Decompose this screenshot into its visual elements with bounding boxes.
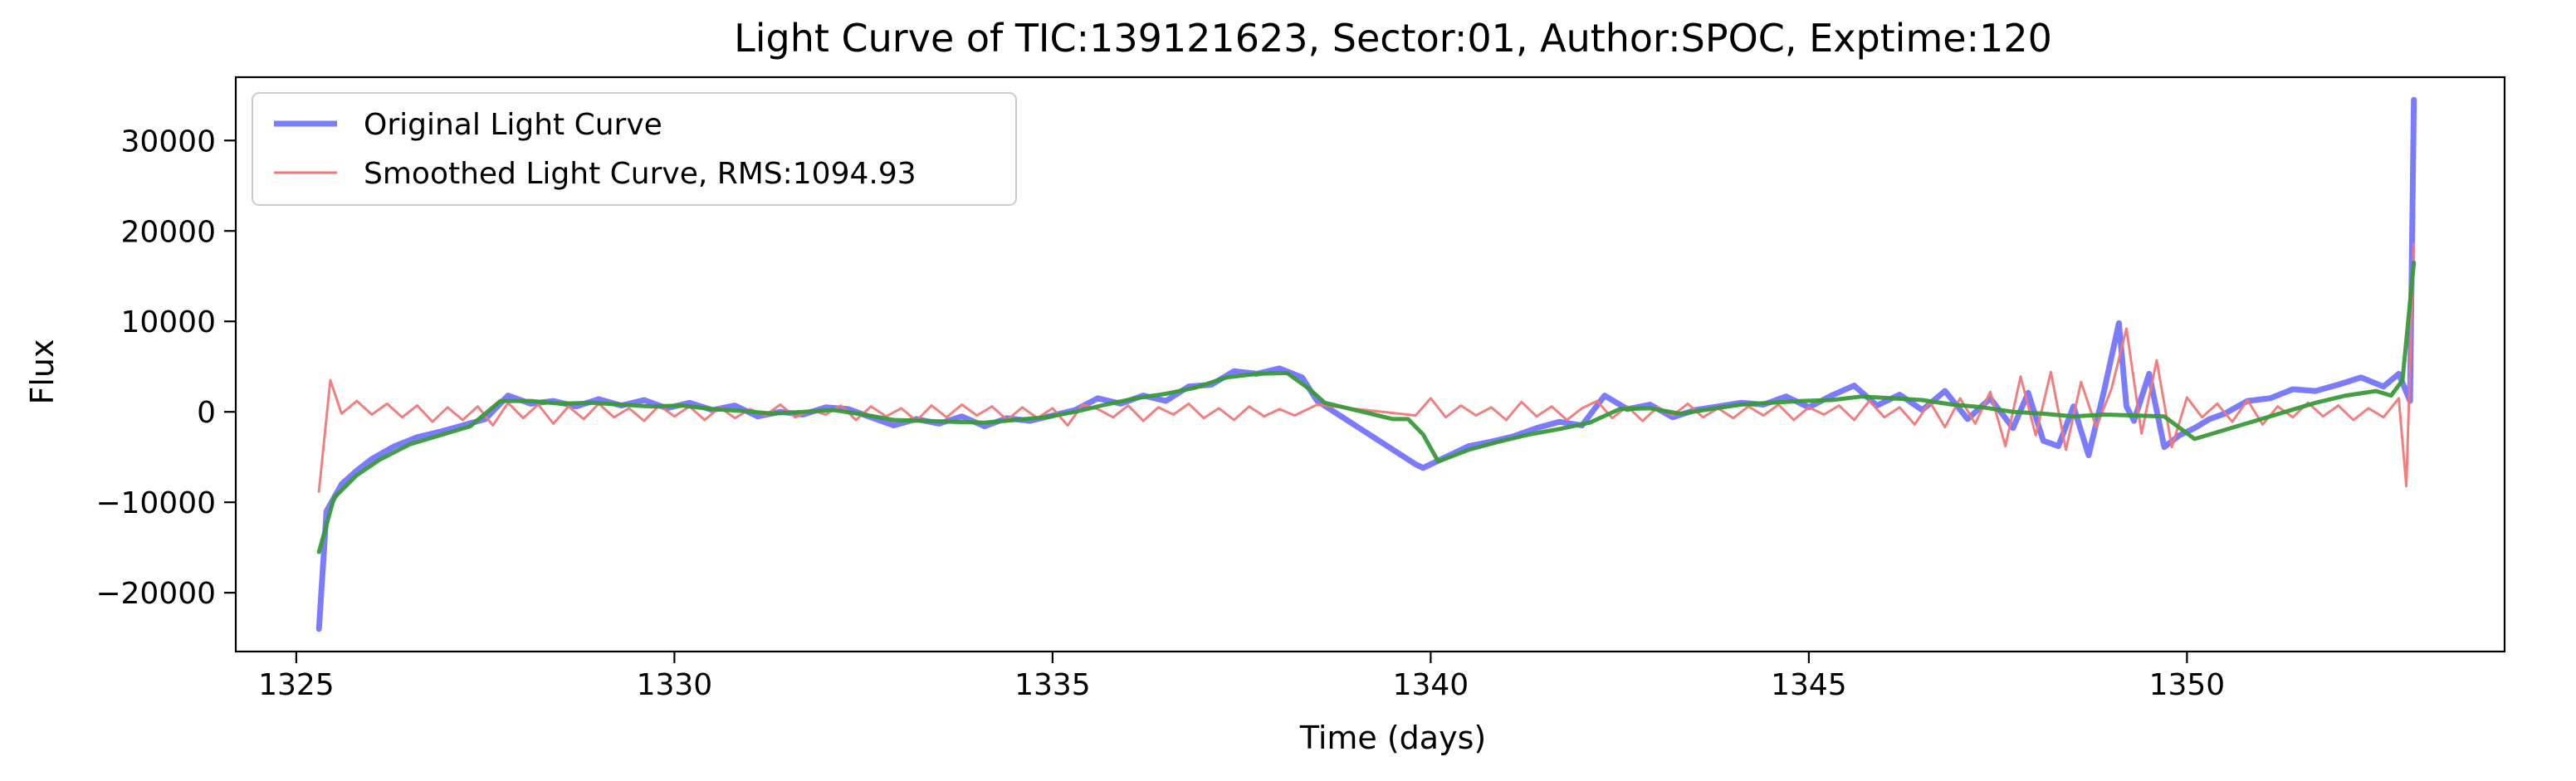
x-axis: 1325 1330 1335 1340 1345 1350 [258,652,2225,702]
y-tick-label: 20000 [120,215,216,249]
series-line-smoothed-light-curve [317,243,2416,493]
x-tick-label: 1325 [258,668,335,702]
y-axis-label: Flux [24,339,61,405]
legend: Original Light Curve Smoothed Light Curv… [252,92,1017,206]
series-line-trend [316,260,2417,554]
y-tick-label: −20000 [95,577,216,611]
series-layer [315,96,2417,632]
y-tick-label: −10000 [95,486,216,520]
y-axis: −20000 −10000 0 10000 20000 30000 [95,124,236,611]
x-tick-label: 1340 [1393,668,1469,702]
x-axis-label: Time (days) [1299,720,1486,756]
x-tick-label: 1350 [2149,668,2226,702]
plot-area-frame [234,76,2506,653]
x-tick-label: 1335 [1014,668,1091,702]
y-tick-label: 30000 [120,124,216,159]
y-tick-label: 0 [197,396,216,430]
chart-title: Light Curve of TIC:139121623, Sector:01,… [734,16,2052,61]
x-tick-label: 1330 [637,668,713,702]
x-tick-label: 1345 [1771,668,1847,702]
y-tick-label: 10000 [120,305,216,339]
legend-box [252,92,1017,206]
legend-label-smoothed: Smoothed Light Curve, RMS:1094.93 [364,157,917,191]
legend-label-original: Original Light Curve [364,108,662,142]
